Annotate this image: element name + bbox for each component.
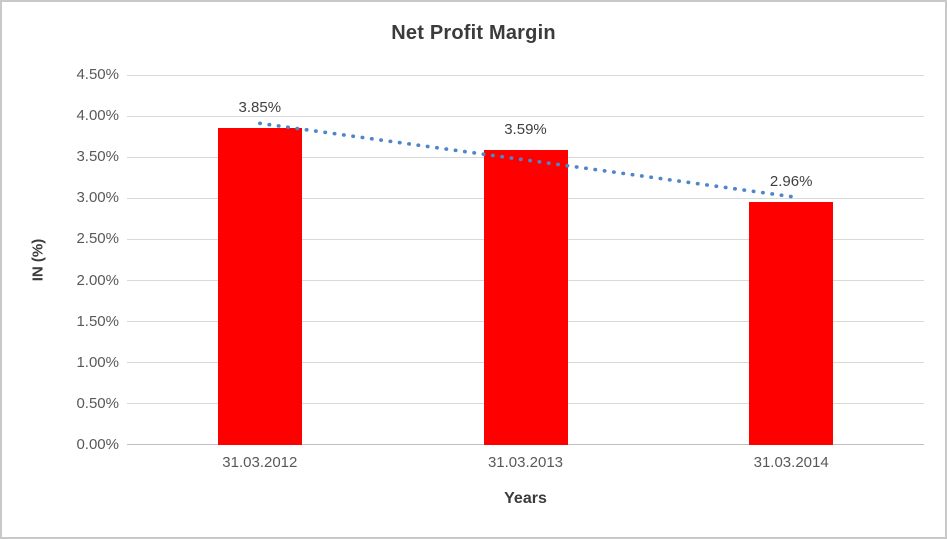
y-tick-label: 3.50% bbox=[76, 148, 119, 166]
bar-31.03.2013 bbox=[483, 149, 568, 445]
y-tick-label: 4.00% bbox=[76, 107, 119, 125]
data-label: 3.59% bbox=[504, 120, 547, 138]
y-tick-label: 4.50% bbox=[76, 66, 119, 83]
plot-area bbox=[127, 74, 924, 445]
y-tick-label: 0.00% bbox=[76, 436, 119, 453]
y-tick-label: 0.50% bbox=[76, 394, 119, 412]
y-tick-label: 2.50% bbox=[76, 230, 119, 248]
x-tick-label: 31.03.2012 bbox=[222, 454, 298, 471]
data-label: 3.85% bbox=[238, 99, 282, 117]
y-tick-label: 1.50% bbox=[76, 312, 119, 330]
bar-31.03.2014 bbox=[749, 201, 834, 445]
gridline bbox=[127, 115, 924, 117]
bar-31.03.2012 bbox=[217, 128, 302, 445]
x-axis-title: Years bbox=[504, 490, 547, 507]
x-tick-label: 31.03.2014 bbox=[753, 454, 829, 471]
gridline bbox=[127, 74, 924, 76]
chart-title: Net Profit Margin bbox=[391, 22, 556, 44]
data-label: 2.96% bbox=[769, 172, 813, 190]
y-tick-label: 2.00% bbox=[76, 271, 119, 289]
y-tick-label: 1.00% bbox=[76, 353, 119, 371]
y-tick-label: 3.00% bbox=[76, 189, 119, 207]
x-tick-label: 31.03.2013 bbox=[487, 454, 564, 471]
